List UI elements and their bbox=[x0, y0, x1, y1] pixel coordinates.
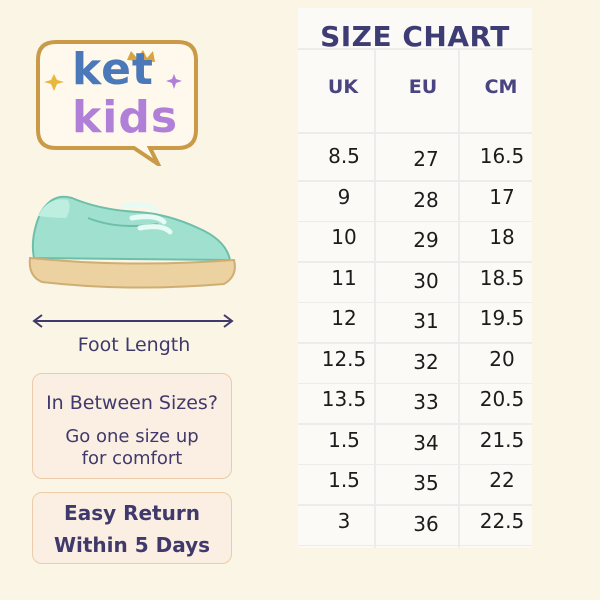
tip-line-1: Go one size up bbox=[65, 426, 199, 447]
size-cell-cm: 20.5 bbox=[479, 387, 525, 411]
column-header-eu: EU bbox=[408, 76, 438, 98]
size-cell-uk: 10 bbox=[331, 225, 357, 249]
size-cell-cm: 22.5 bbox=[479, 508, 525, 533]
size-chart-title: SIZE CHART bbox=[320, 20, 510, 53]
size-cell-cm: 22 bbox=[489, 468, 515, 492]
size-cell-eu: 35 bbox=[413, 471, 439, 495]
sparkle-icon bbox=[166, 74, 182, 89]
size-cell-eu: 31 bbox=[413, 309, 439, 333]
size-cell-cm: 16.5 bbox=[479, 144, 525, 168]
size-cell-eu: 29 bbox=[413, 228, 439, 252]
column-header-cm: CM bbox=[484, 76, 518, 98]
size-cell-cm: 20 bbox=[489, 346, 515, 371]
crown-icon bbox=[127, 50, 155, 62]
size-cell-cm: 17 bbox=[489, 184, 515, 209]
return-line-2: Within 5 Days bbox=[53, 533, 211, 557]
size-cell-uk: 3 bbox=[337, 508, 351, 533]
logo-ket: ket bbox=[72, 44, 154, 95]
tip-line-2: for comfort bbox=[81, 448, 183, 469]
return-policy-box: Easy Return Within 5 Days bbox=[32, 492, 232, 564]
size-cell-eu: 34 bbox=[413, 430, 439, 455]
size-cell-uk: 9 bbox=[337, 184, 351, 209]
size-cell-cm: 21.5 bbox=[479, 427, 525, 452]
return-line-1: Easy Return bbox=[64, 501, 200, 525]
speech-bubble-icon bbox=[36, 40, 198, 166]
size-cell-uk: 12 bbox=[331, 306, 357, 330]
double-arrow-icon bbox=[32, 314, 234, 328]
size-cell-eu: 32 bbox=[413, 349, 439, 374]
shoe-icon bbox=[28, 195, 236, 289]
size-cell-uk: 12.5 bbox=[321, 346, 367, 371]
size-cell-uk: 1.5 bbox=[328, 468, 360, 492]
size-cell-uk: 1.5 bbox=[328, 427, 360, 452]
size-cell-uk: 13.5 bbox=[321, 387, 367, 411]
size-cell-uk: 8.5 bbox=[328, 144, 360, 168]
size-cell-eu: 27 bbox=[413, 147, 439, 171]
size-cell-cm: 18.5 bbox=[479, 265, 525, 290]
size-cell-eu: 36 bbox=[413, 511, 439, 536]
size-chart: SIZE CHART UK EU CM 8.5 27 16.5 9 28 17 10 29 18… bbox=[298, 8, 532, 548]
size-cell-cm: 18 bbox=[489, 225, 515, 249]
column-header-uk: UK bbox=[327, 76, 359, 98]
logo-kids: kids bbox=[72, 92, 179, 143]
sparkle-icon bbox=[44, 74, 64, 91]
size-cell-eu: 33 bbox=[413, 390, 439, 414]
size-cell-uk: 11 bbox=[331, 265, 357, 290]
tip-title: In Between Sizes? bbox=[46, 392, 218, 414]
size-cell-eu: 28 bbox=[413, 187, 439, 212]
foot-length-label: Foot Length bbox=[77, 334, 191, 356]
size-cell-cm: 19.5 bbox=[479, 306, 525, 330]
sizing-tip-box: In Between Sizes? Go one size up for com… bbox=[32, 373, 232, 479]
size-cell-eu: 30 bbox=[413, 268, 439, 293]
